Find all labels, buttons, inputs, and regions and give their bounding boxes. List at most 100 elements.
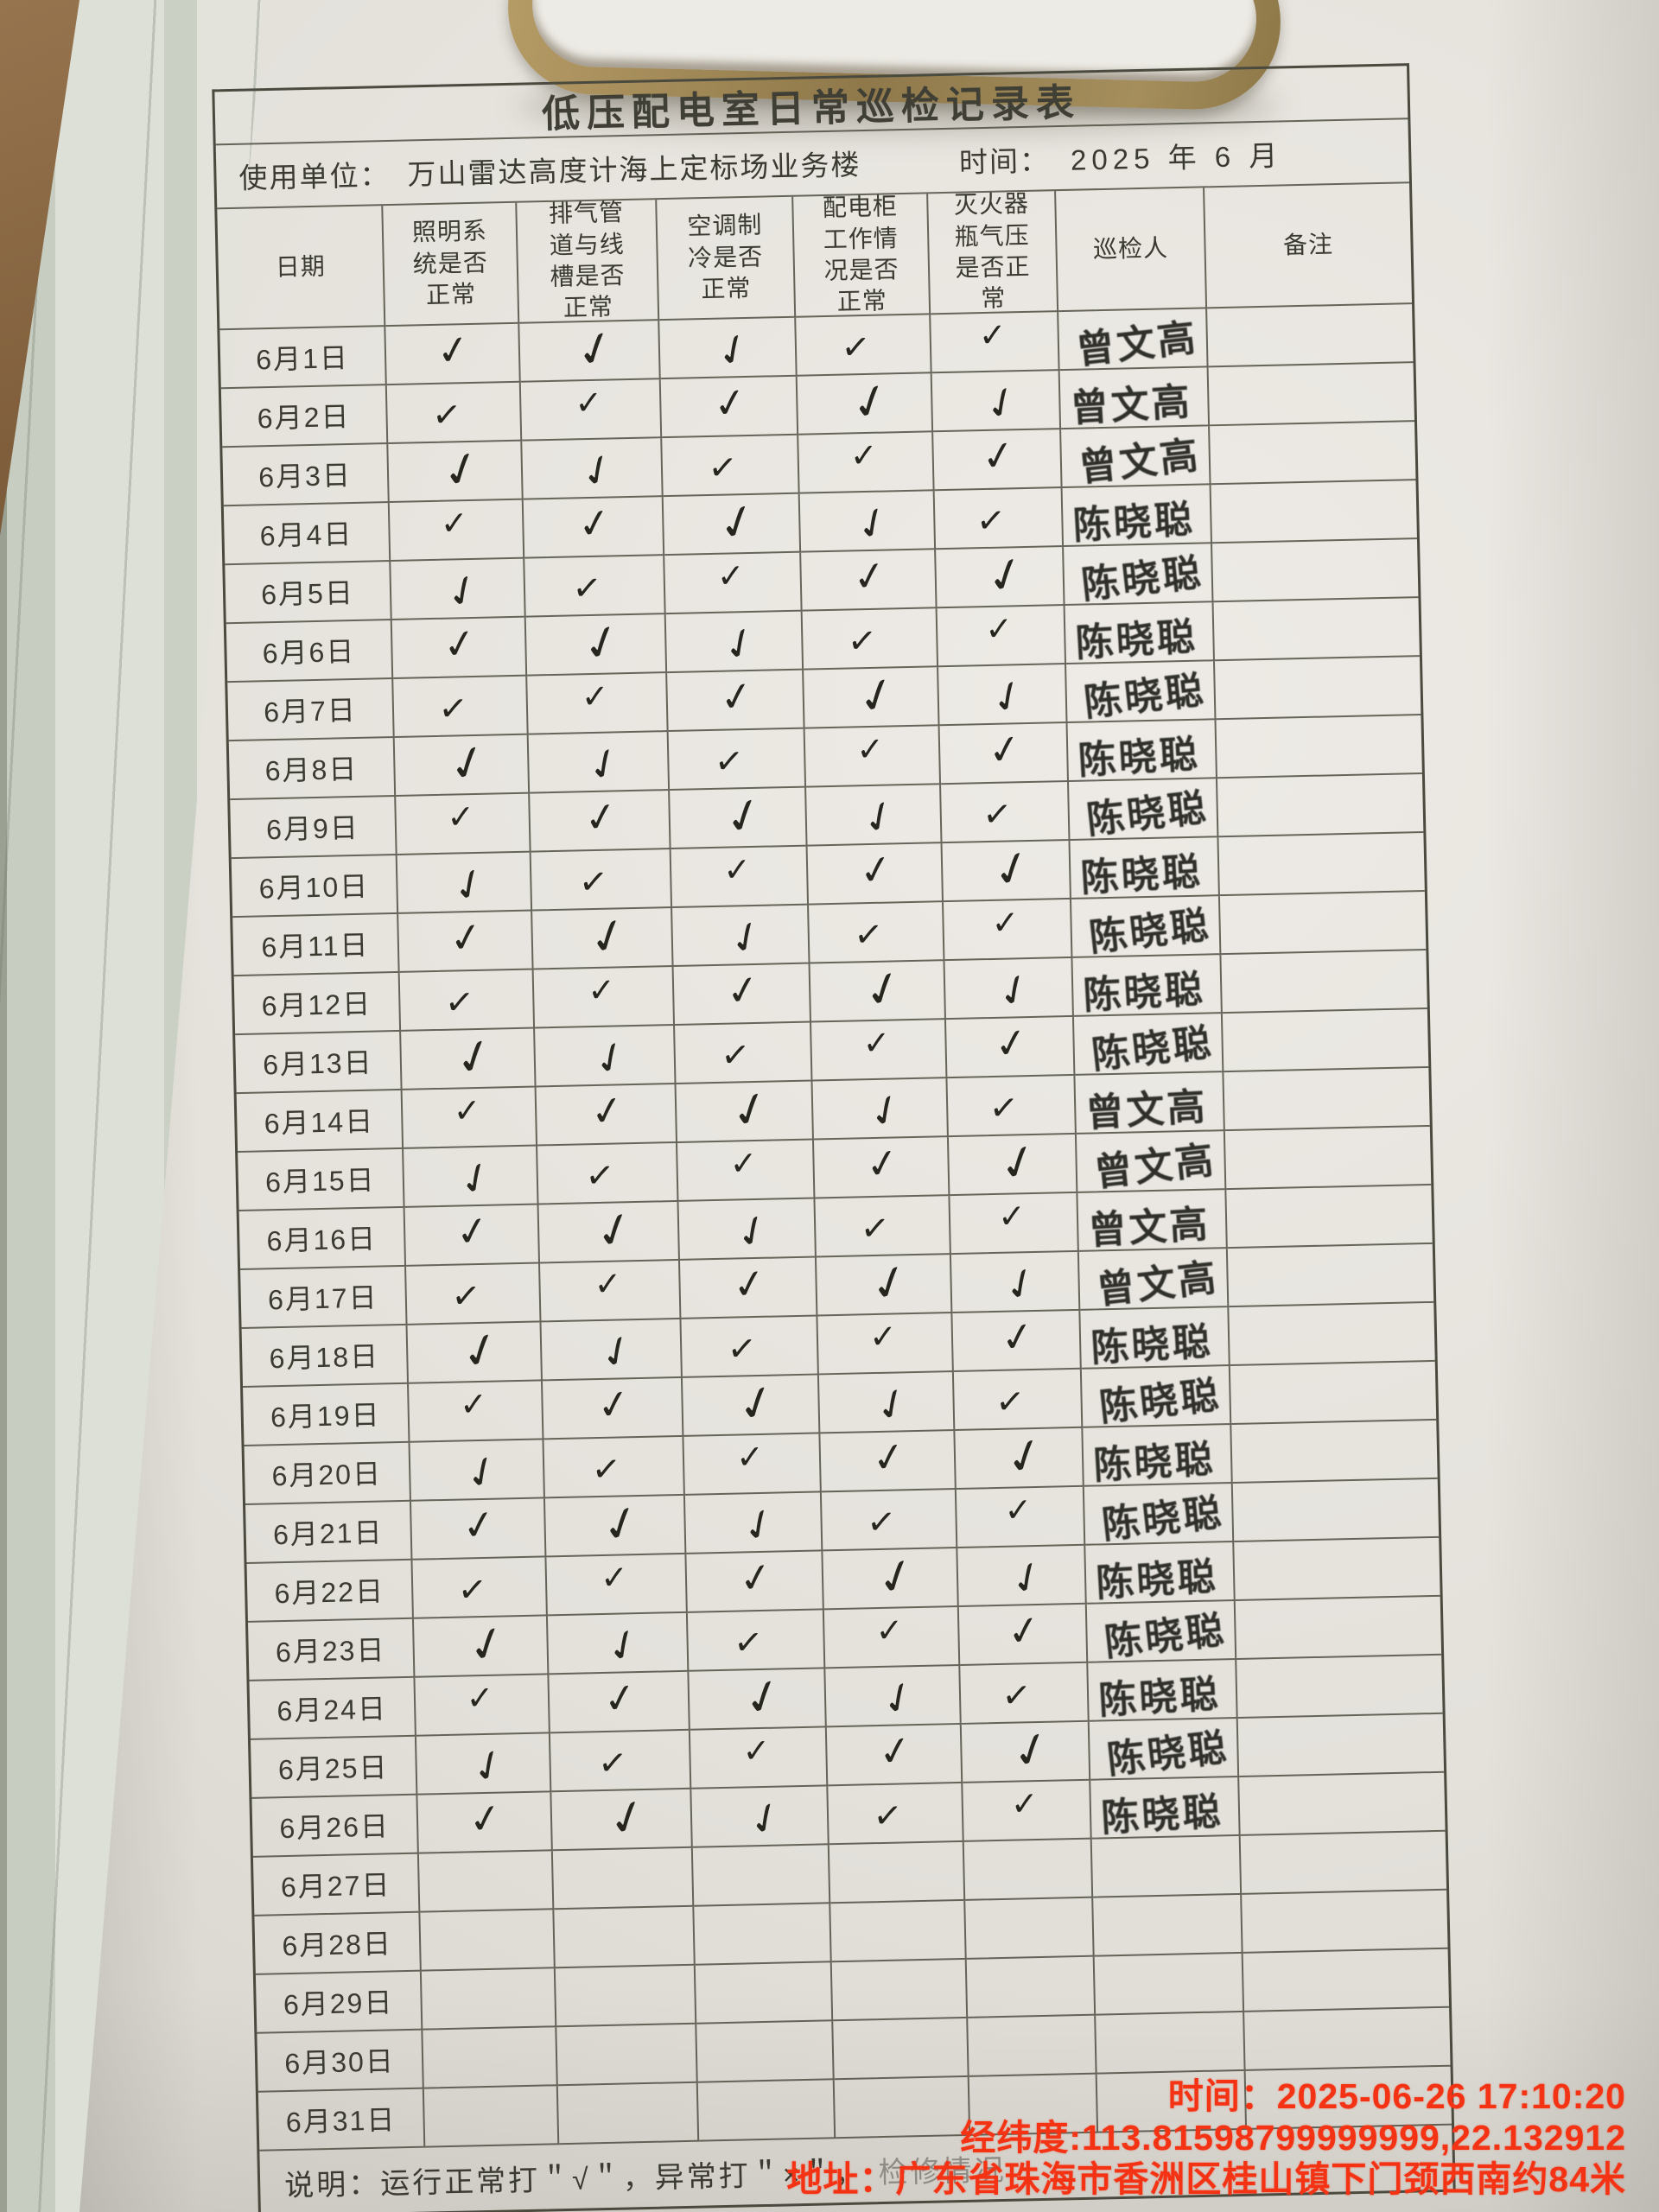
date-cell: 6月13日 xyxy=(235,1031,403,1095)
check-cell: ✓ xyxy=(691,1786,830,1848)
check-mark: ✓ xyxy=(717,784,772,848)
check-mark: ✓ xyxy=(994,1381,1027,1424)
check-cell: ✓ xyxy=(948,1130,1078,1197)
check-cell xyxy=(692,1845,831,1907)
check-cell: ✓ xyxy=(410,1498,547,1560)
remark-cell xyxy=(1224,1126,1432,1191)
remark-cell xyxy=(1224,1067,1430,1132)
remark-cell xyxy=(1213,598,1420,662)
check-cell: ✓ xyxy=(543,1436,685,1499)
remark-cell xyxy=(1212,539,1419,603)
inspector-signature: 陈晓聪 xyxy=(1091,1438,1217,1488)
inspector-signature: 陈晓聪 xyxy=(1078,551,1205,607)
check-cell: ✓ xyxy=(938,664,1068,727)
date-cell: 6月22日 xyxy=(246,1560,414,1623)
remark-cell xyxy=(1207,304,1414,368)
date-cell: 6月11日 xyxy=(232,913,400,977)
check-cell: ✓ xyxy=(537,1142,679,1205)
check-mark: ✓ xyxy=(981,793,1014,836)
date-cell: 6月31日 xyxy=(257,2088,426,2152)
check-mark: ✓ xyxy=(571,567,604,610)
remark-cell xyxy=(1242,1890,1448,1954)
check-cell: ✓ xyxy=(681,1316,819,1378)
check-cell: ✓ xyxy=(817,1313,954,1376)
inspector-signature: 曾文高 xyxy=(1069,380,1193,430)
check-cell xyxy=(420,1910,556,1972)
remark-cell xyxy=(1221,950,1427,1014)
check-cell: ✓ xyxy=(934,488,1065,550)
check-cell: ✓ xyxy=(410,1440,545,1502)
check-cell: ✓ xyxy=(544,1491,687,1558)
date-cell: 6月20日 xyxy=(244,1442,411,1505)
check-cell: ✓ xyxy=(527,673,669,735)
check-mark: ✓ xyxy=(581,677,610,716)
check-cell: ✓ xyxy=(540,1260,682,1323)
check-mark: ✓ xyxy=(466,1678,494,1718)
check-mark: ✓ xyxy=(840,327,873,369)
inspector-signature: 曾文高 xyxy=(1091,1139,1218,1195)
check-mark: ✓ xyxy=(735,1552,776,1604)
check-mark: ✓ xyxy=(1003,1491,1033,1529)
remark-cell xyxy=(1232,1478,1440,1543)
check-mark: ✓ xyxy=(437,562,490,621)
check-cell: ✓ xyxy=(670,784,808,850)
check-cell: ✓ xyxy=(536,1084,678,1147)
column-header-8: 备注 xyxy=(1205,183,1413,309)
date-cell: 6月2日 xyxy=(220,385,389,448)
check-cell xyxy=(418,1851,555,1913)
check-cell: ✓ xyxy=(668,728,807,791)
check-mark: ✓ xyxy=(722,850,752,889)
check-cell: ✓ xyxy=(958,1604,1089,1666)
check-cell: ✓ xyxy=(407,1319,543,1384)
inspector-signature: 陈晓聪 xyxy=(1094,1555,1219,1605)
check-mark: ✓ xyxy=(709,377,751,429)
overlay-time: 时间：2025-06-26 17:10:20 xyxy=(1167,2076,1626,2116)
check-cell: ✓ xyxy=(541,1319,683,1382)
check-mark: ✓ xyxy=(593,1378,634,1431)
check-mark: ✓ xyxy=(707,321,760,380)
check-cell: ✓ xyxy=(535,1025,677,1088)
check-cell: ✓ xyxy=(796,315,932,377)
check-mark: ✓ xyxy=(849,550,890,602)
inspector-signature: 陈晓聪 xyxy=(1096,1673,1222,1723)
inspector-signature: 陈晓聪 xyxy=(1071,498,1196,548)
check-cell xyxy=(423,2027,558,2089)
check-mark: ✓ xyxy=(596,1742,629,1785)
remark-cell xyxy=(1222,1008,1429,1073)
check-mark: ✓ xyxy=(998,1424,1052,1488)
remark-cell xyxy=(1240,1831,1447,1895)
inspector-cell: 陈晓聪 xyxy=(1089,1718,1240,1782)
inspector-cell: 曾文高 xyxy=(1058,308,1209,372)
remark-cell xyxy=(1227,1243,1434,1308)
note-text: 说明：运行正常打＂√＂，异常打＂×＂， xyxy=(283,2156,868,2202)
inspector-cell: 曾文高 xyxy=(1059,367,1211,430)
check-cell: ✓ xyxy=(388,437,524,504)
check-cell: ✓ xyxy=(412,1557,548,1619)
check-cell xyxy=(694,1904,832,1966)
check-mark: ✓ xyxy=(430,394,463,437)
date-cell: 6月28日 xyxy=(254,1912,422,1975)
check-cell: ✓ xyxy=(828,1783,964,1846)
check-mark: ✓ xyxy=(730,1371,785,1435)
check-cell: ✓ xyxy=(818,1372,956,1434)
check-cell: ✓ xyxy=(523,497,665,559)
date-cell: 6月9日 xyxy=(230,796,397,860)
inspector-cell: 陈晓聪 xyxy=(1073,1014,1224,1077)
inspector-signature: 陈晓聪 xyxy=(1089,1021,1216,1077)
check-cell: ✓ xyxy=(686,1551,824,1613)
date-cell: 6月21日 xyxy=(245,1501,413,1564)
check-cell: ✓ xyxy=(689,1665,827,1731)
check-mark: ✓ xyxy=(449,1275,482,1318)
time-value: 2025 年 6 月 xyxy=(1070,139,1283,176)
check-mark: ✓ xyxy=(1001,1548,1054,1608)
check-cell xyxy=(555,1965,697,2028)
check-mark: ✓ xyxy=(979,543,1033,607)
check-mark: ✓ xyxy=(874,1725,916,1777)
check-cell: ✓ xyxy=(687,1610,826,1672)
check-mark: ✓ xyxy=(439,618,480,670)
check-mark: ✓ xyxy=(435,437,489,501)
check-mark: ✓ xyxy=(869,1544,924,1609)
check-cell: ✓ xyxy=(937,606,1067,668)
check-cell: ✓ xyxy=(950,1192,1079,1255)
check-mark: ✓ xyxy=(577,861,610,904)
